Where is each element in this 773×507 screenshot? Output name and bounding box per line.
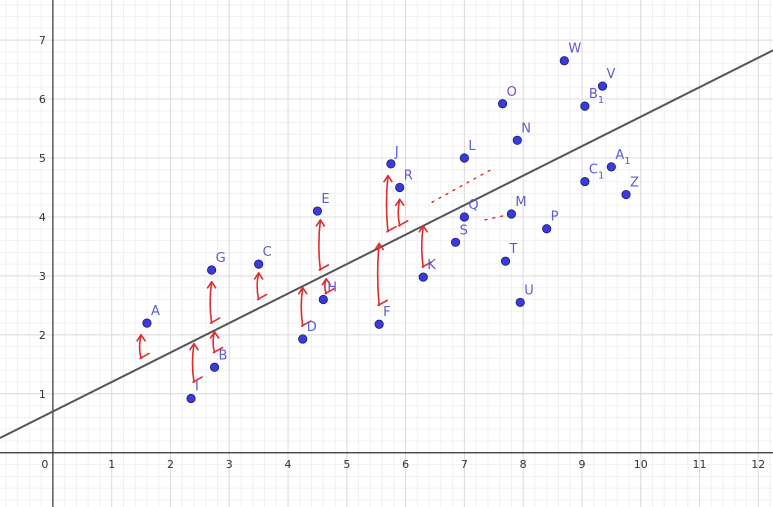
point-label-s: S: [460, 223, 468, 238]
residual-arrow: [383, 174, 397, 233]
point-label-e: E: [321, 192, 329, 207]
y-tick-label: 6: [39, 93, 46, 106]
point-p: [542, 224, 552, 234]
point-label-q: Q: [468, 198, 478, 213]
point-label-j: J: [394, 145, 399, 160]
y-tick-label: 1: [39, 388, 46, 401]
point-f: [374, 319, 384, 329]
y-tick-label: 4: [39, 211, 46, 224]
point-c1: [580, 176, 590, 187]
point-label-i: I: [195, 380, 199, 395]
point-t: [500, 256, 511, 266]
point-label-r: R: [404, 168, 413, 183]
point-u: [515, 297, 525, 308]
x-tick-label: 5: [343, 458, 350, 471]
dashed-annotation: [431, 169, 513, 221]
point-label-f: F: [383, 305, 390, 320]
point-label-o: O: [507, 85, 517, 100]
point-d: [298, 334, 308, 344]
residual-arrow: [321, 278, 336, 295]
x-tick-label: 7: [461, 458, 468, 471]
point-z: [621, 189, 631, 200]
x-tick-label: 0: [41, 458, 48, 471]
residual-arrow: [297, 286, 312, 327]
point-s: [450, 237, 461, 247]
residual-arrow: [418, 224, 433, 268]
x-tick-label: 1: [108, 458, 115, 471]
point-n: [512, 135, 522, 145]
point-label-n: N: [521, 121, 531, 136]
residual-arrow: [394, 198, 409, 227]
residual-arrows: [136, 174, 433, 383]
point-label-c1: C1: [589, 163, 604, 182]
x-tick-label: 12: [751, 458, 765, 471]
x-tick-label: 11: [693, 458, 707, 471]
point-r: [395, 182, 405, 193]
residual-arrow: [253, 272, 268, 301]
point-a1: [606, 162, 616, 172]
x-tick-label: 9: [578, 458, 585, 471]
dashed-line: [431, 169, 492, 203]
y-tick-label: 5: [39, 152, 46, 165]
point-labels: A B C D E F G H I J K L M N O P Q R S T U V W ZA1 B1 C1: [151, 42, 639, 395]
point-label-h: H: [327, 280, 337, 295]
x-tick-label: 10: [634, 458, 648, 471]
point-label-w: W: [568, 42, 581, 57]
y-tick-label: 3: [39, 270, 46, 283]
point-h: [318, 294, 328, 305]
point-label-z: Z: [630, 176, 639, 191]
point-label-t: T: [509, 242, 518, 257]
residual-arrow: [206, 280, 221, 324]
point-w: [559, 56, 569, 66]
point-m: [506, 209, 517, 219]
x-tick-label: 8: [520, 458, 527, 471]
point-o: [497, 99, 508, 109]
point-label-d: D: [307, 320, 317, 335]
residual-arrow: [189, 342, 203, 383]
point-j: [386, 159, 396, 169]
point-label-b: B: [219, 348, 228, 363]
x-tick-label: 4: [285, 458, 292, 471]
residual-arrow: [315, 219, 330, 271]
point-label-u: U: [524, 283, 534, 298]
point-k: [418, 272, 428, 282]
point-label-k: K: [427, 258, 436, 273]
residual-arrow: [374, 242, 388, 307]
point-b: [209, 362, 220, 372]
point-i: [186, 393, 196, 404]
point-label-v: V: [607, 67, 616, 82]
point-l: [459, 153, 469, 163]
y-tick-label: 2: [39, 329, 46, 342]
point-label-c: C: [263, 245, 272, 260]
point-label-m: M: [515, 195, 526, 210]
point-v: [597, 81, 608, 91]
point-label-a1: A1: [615, 148, 630, 167]
residual-arrow: [209, 331, 224, 354]
point-label-l: L: [468, 139, 476, 154]
point-b1: [580, 101, 590, 111]
point-label-b1: B1: [589, 87, 604, 106]
regression-line: [0, 49, 773, 439]
point-label-a: A: [151, 304, 160, 319]
x-tick-label: 3: [226, 458, 233, 471]
x-tick-label: 2: [167, 458, 174, 471]
point-label-g: G: [216, 251, 226, 266]
point-a: [142, 318, 152, 328]
point-g: [207, 265, 217, 275]
point-e: [312, 206, 323, 216]
point-q: [459, 212, 469, 222]
data-points: [142, 56, 631, 404]
regression-line-group: [0, 49, 773, 439]
y-tick-label: 7: [39, 34, 46, 47]
x-tick-label: 6: [402, 458, 409, 471]
point-label-p: P: [551, 210, 559, 225]
point-c: [254, 259, 264, 269]
residual-arrow: [136, 334, 150, 360]
